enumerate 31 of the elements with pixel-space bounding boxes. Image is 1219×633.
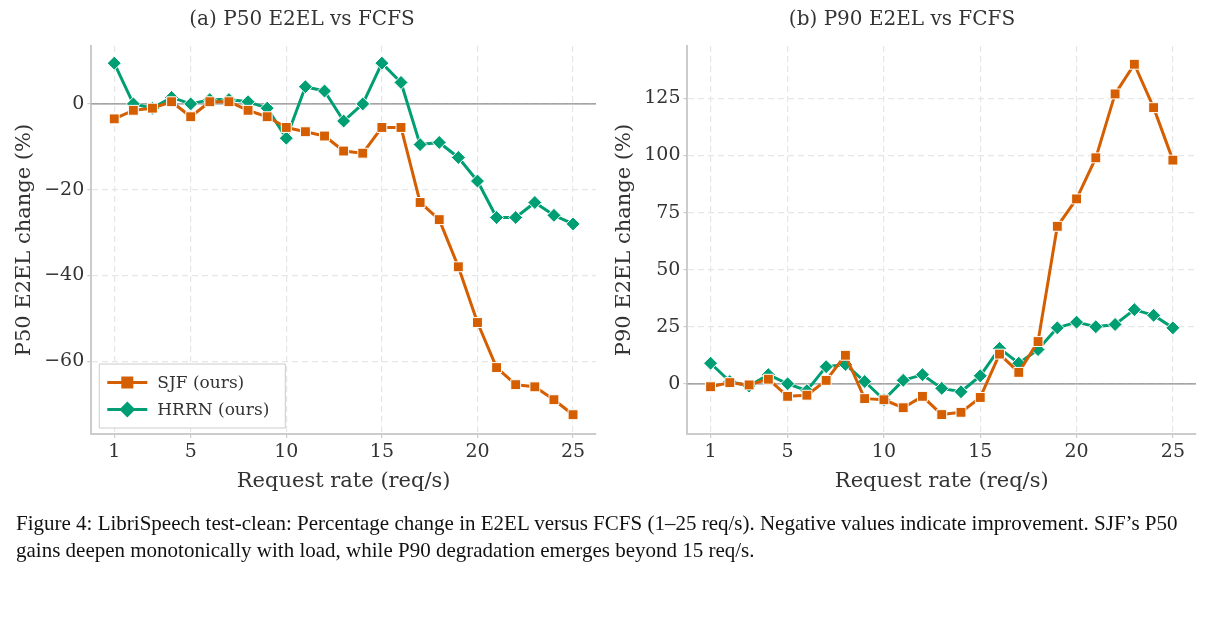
x-tick-label: 25	[560, 439, 586, 462]
y-tick-label: 100	[644, 142, 681, 165]
x-tick-label: 10	[274, 439, 299, 462]
x-tick-label: 5	[781, 439, 794, 462]
legend-label: SJF (ours)	[157, 371, 245, 392]
y-axis-title: P50 E2EL change (%)	[11, 123, 36, 357]
x-axis-title: Request rate (req/s)	[236, 467, 451, 492]
y-tick-label: −60	[44, 348, 85, 371]
y-tick-label: 125	[644, 85, 681, 108]
x-tick-label: 20	[465, 439, 490, 462]
x-tick-label: 20	[1064, 439, 1089, 462]
y-tick-label: −20	[44, 176, 85, 199]
y-tick-label: 0	[668, 370, 681, 393]
x-tick-label: 5	[184, 439, 197, 462]
x-tick-label: 1	[704, 439, 717, 462]
y-tick-label: 50	[656, 256, 681, 279]
x-tick-label: 25	[1160, 439, 1185, 462]
x-axis-title: Request rate (req/s)	[834, 467, 1049, 492]
y-tick-label: −40	[44, 262, 85, 285]
y-tick-label: 0	[72, 90, 85, 113]
x-tick-label: 10	[871, 439, 897, 462]
y-tick-label: 25	[656, 313, 681, 336]
chart-title: (b) P90 E2EL vs FCFS	[788, 6, 1016, 31]
x-tick-label: 1	[108, 439, 121, 462]
x-tick-label: 15	[369, 439, 394, 462]
chart-title: (a) P50 E2EL vs FCFS	[189, 6, 415, 31]
y-tick-label: 75	[656, 199, 681, 222]
x-tick-label: 15	[968, 439, 993, 462]
legend-label: HRRN (ours)	[157, 398, 270, 419]
caption: Figure 4: LibriSpeech test-clean: Percentage change in E2EL versus FCFS (1–25 req/s). Negative values indicate improvement. SJF’s P50 gains deepen monotonically with load, while P90 degradation emerges beyond 15 req/s.	[15, 510, 1179, 564]
y-axis-title: P90 E2EL change (%)	[611, 123, 636, 357]
